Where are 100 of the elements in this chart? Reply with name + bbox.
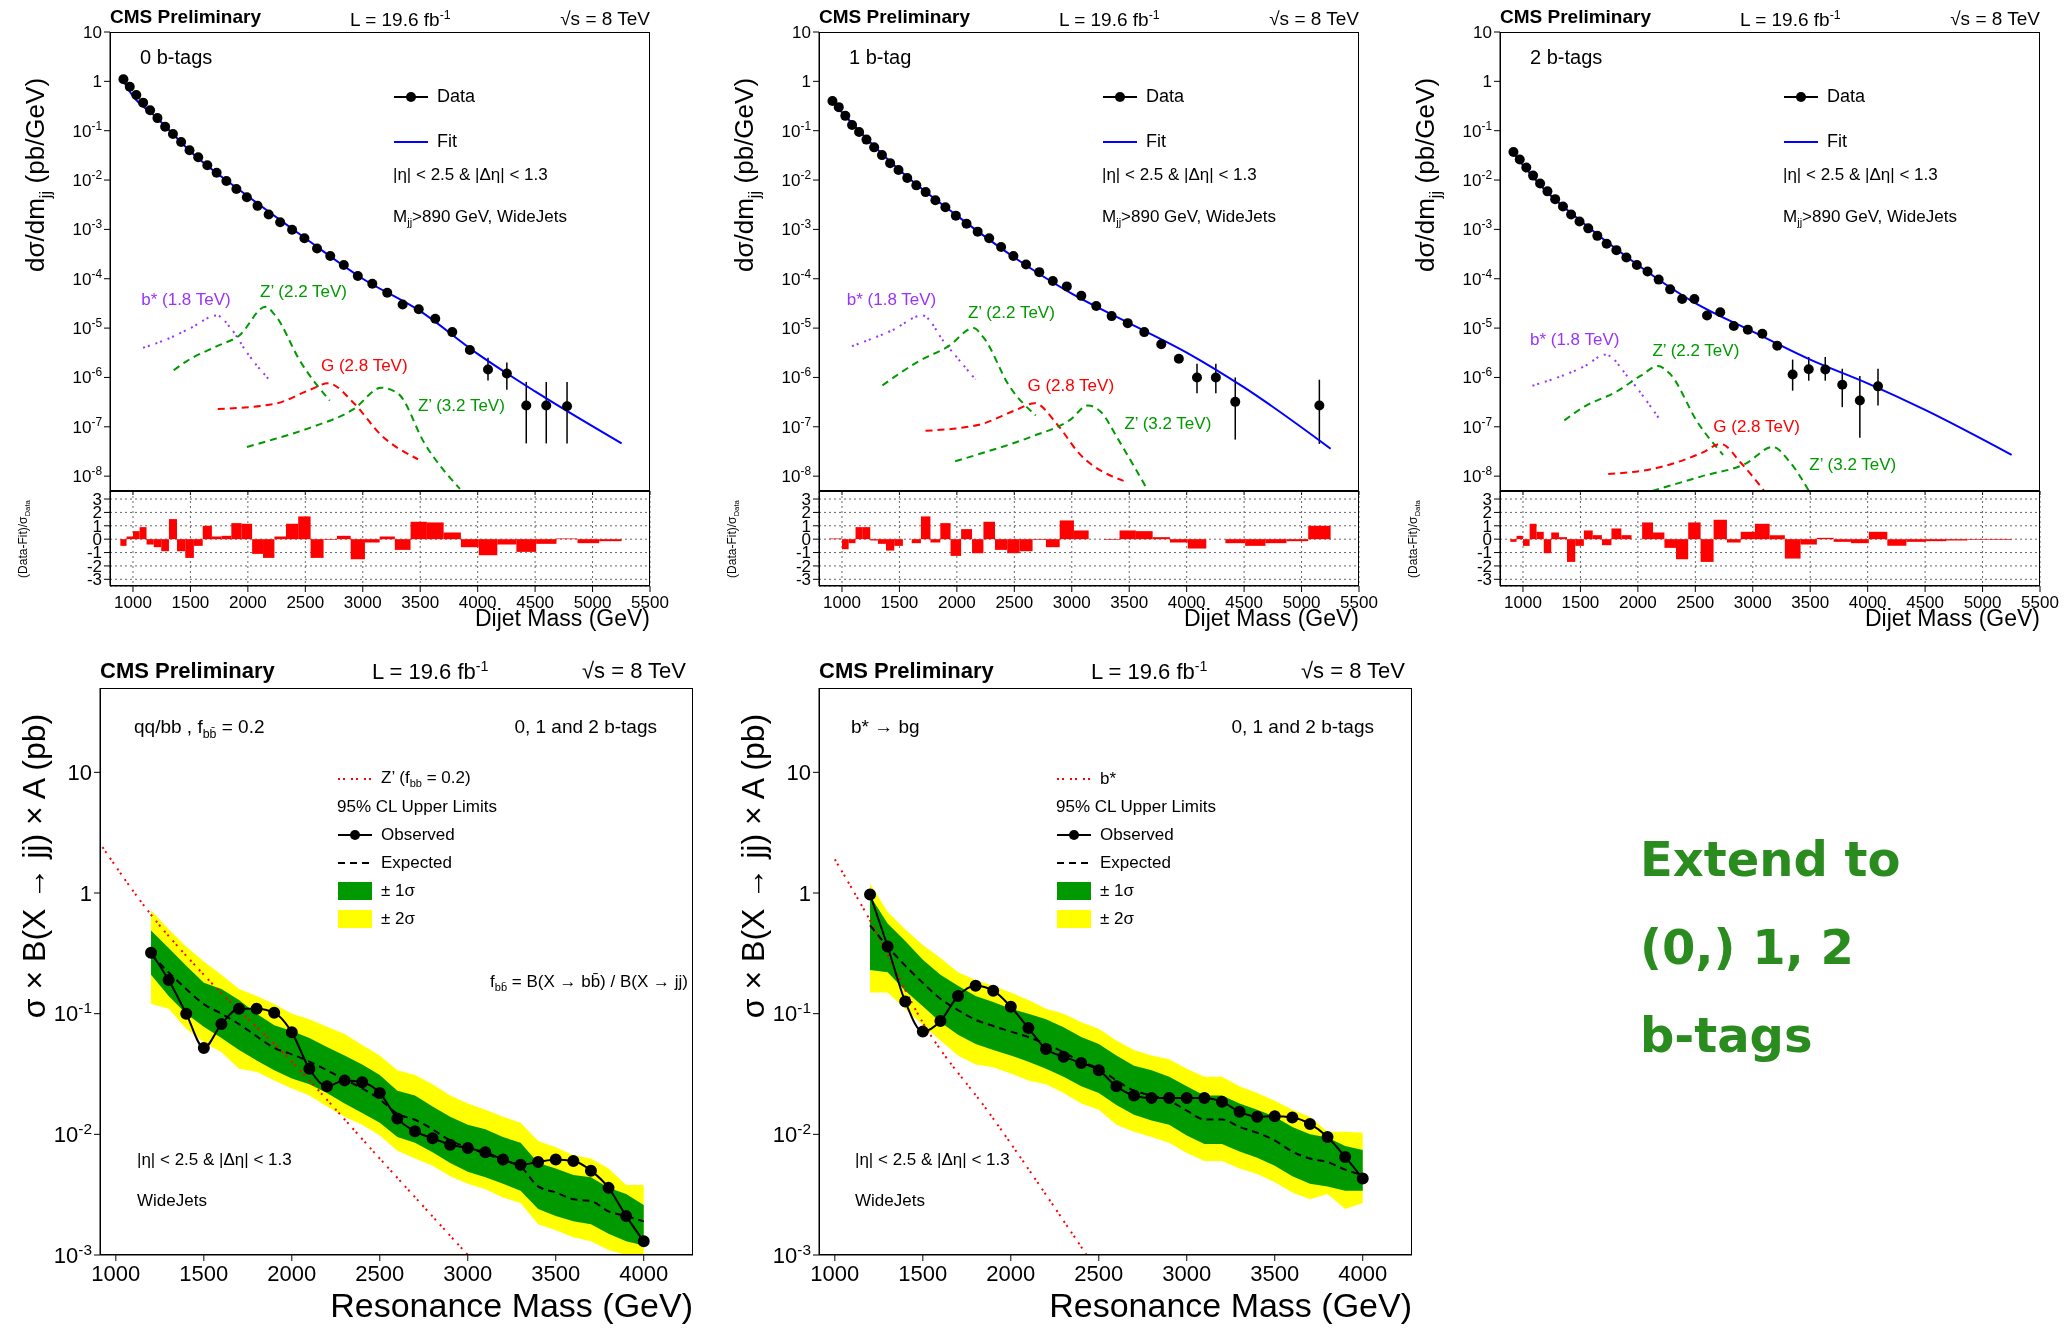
annotation: 0, 1 and 2 b-tags (514, 716, 657, 737)
y-tick-label: 10$^{-5}$ (72, 316, 103, 339)
legend-label: ± 1σ (1100, 881, 1134, 900)
x-axis-title: Resonance Mass (GeV) (1049, 1286, 1412, 1324)
y-tick-label: 10$^{-1}$ (72, 118, 103, 141)
y-tick-label: 10 (1473, 22, 1492, 42)
y-tick-label: 10$^{-5}$ (781, 316, 812, 339)
annotation: 1 b-tag (849, 46, 912, 68)
x-tick-label: 1000 (823, 592, 861, 612)
y-tick-label: 10$^{-7}$ (72, 414, 103, 437)
annotation: Z’ (2.2 TeV) (967, 303, 1055, 323)
y-tick-label: 10$^{-6}$ (781, 365, 812, 388)
annotation: G (2.8 TeV) (1713, 416, 1800, 436)
y-axis-title: σ × B(X → jj) × A (pb) (734, 713, 771, 1019)
y-axis-title: σ × B(X → jj) × A (pb) (15, 713, 52, 1019)
x-tick-label: 4000 (619, 1260, 669, 1286)
legend-title: 95% CL Upper Limits (1056, 797, 1216, 817)
y-tick-label: 10$^{-5}$ (1462, 316, 1493, 339)
x-tick-label: 4000 (1338, 1260, 1388, 1286)
y-tick-label: 10$^{-1}$ (781, 118, 812, 141)
x-tick-label: 1500 (898, 1260, 948, 1286)
annotation: Z’ (2.2 TeV) (1652, 341, 1740, 361)
y-tick-label: 10$^{-1}$ (1462, 118, 1493, 141)
y-tick-label: 10$^{-6}$ (1462, 365, 1493, 388)
x-axis-title: Resonance Mass (GeV) (330, 1286, 693, 1324)
x-tick-label: 3000 (1733, 592, 1772, 612)
x-tick-label: 2000 (267, 1260, 317, 1286)
annotation: M$_{jj}$>890 GeV, WideJets (1102, 207, 1276, 229)
y-tick-label: 10$^{-3}$ (781, 217, 812, 240)
annotation: Z’ (3.2 TeV) (1809, 454, 1897, 474)
annotation: Z’ (2.2 TeV) (260, 281, 348, 301)
x-tick-label: 3000 (343, 592, 382, 612)
x-tick-label: 3000 (1162, 1260, 1212, 1286)
legend-label: ± 2σ (1100, 909, 1134, 928)
legend-title: 95% CL Upper Limits (337, 797, 497, 817)
annotation: WideJets (137, 1191, 207, 1210)
annotation: 2 b-tags (1530, 46, 1603, 68)
text: L = 19.6 fb$^{-1}$ (350, 8, 451, 31)
x-tick-label: 2500 (355, 1260, 405, 1286)
x-tick-label: 1500 (179, 1260, 229, 1286)
chart-title: CMS Preliminary (1500, 6, 1651, 27)
y-tick-label: 10 (67, 760, 92, 786)
chart-title: CMS Preliminary (100, 658, 275, 683)
chart-title: CMS Preliminary (819, 658, 994, 683)
y-tick-label: 10$^{-2}$ (53, 1119, 92, 1148)
y-tick-label: 10 (786, 760, 811, 786)
annotation: b* → bg (851, 716, 920, 737)
y-tick-label: 10$^{-2}$ (1462, 168, 1493, 190)
x-tick-label: 2500 (995, 592, 1034, 612)
legend-label: Observed (381, 825, 455, 844)
y-tick-label: 10$^{-7}$ (1462, 414, 1493, 437)
y-tick-label: 10$^{-4}$ (72, 266, 103, 289)
legend-label: b* (1100, 769, 1117, 788)
legend-label: Fit (1146, 131, 1166, 151)
y-tick-label: 10$^{-7}$ (781, 414, 812, 437)
annotation: Z’ (3.2 TeV) (1124, 413, 1212, 433)
y-tick-label: 10 (792, 22, 811, 42)
y-tick-label: 10$^{-6}$ (72, 365, 103, 388)
x-tick-label: 2000 (937, 592, 976, 612)
annotation: WideJets (855, 1191, 925, 1210)
y-tick-label: 10$^{-4}$ (781, 266, 812, 289)
y-tick-label: 10$^{-2}$ (772, 1119, 811, 1148)
x-tick-label: 2500 (1676, 592, 1715, 612)
annotation: |η| < 2.5 & |Δη| < 1.3 (1783, 165, 1938, 184)
y-tick-label: 10$^{-1}$ (53, 998, 92, 1027)
x-tick-label: 1500 (880, 592, 919, 612)
annotation: |η| < 2.5 & |Δη| < 1.3 (855, 1150, 1010, 1169)
y-tick-label: 1 (92, 72, 102, 92)
annotation: b* (1.8 TeV) (1529, 329, 1620, 349)
y-tick-label: 1 (79, 880, 92, 906)
x-tick-label: 1000 (91, 1260, 141, 1286)
text: √s = 8 TeV (560, 8, 650, 29)
legend-label: Data (1146, 86, 1185, 106)
y-tick-label: 10$^{-2}$ (72, 168, 103, 190)
x-tick-label: 2500 (1074, 1260, 1124, 1286)
y-tick-label: 10$^{-2}$ (781, 168, 812, 190)
x-tick-label: 2000 (1618, 592, 1657, 612)
annotation: Z’ (3.2 TeV) (417, 395, 505, 415)
annotation: 0 b-tags (140, 46, 213, 68)
text: Extend to (0,) 1, 2 b-tags (1640, 831, 1901, 1063)
x-tick-label: 3500 (401, 592, 440, 612)
y-tick-label: 10$^{-3}$ (72, 217, 103, 240)
text: √s = 8 TeV (1269, 8, 1359, 29)
annotation: G (2.8 TeV) (1027, 376, 1115, 396)
y-tick-label: 1 (798, 880, 811, 906)
y-tick-label: 10$^{-8}$ (781, 464, 812, 487)
x-tick-label: 3500 (1250, 1260, 1300, 1286)
x-tick-label: 2000 (986, 1260, 1036, 1286)
text: √s = 8 TeV (581, 658, 686, 683)
annotation: b* (1.8 TeV) (141, 290, 231, 310)
x-tick-label: 1000 (810, 1260, 860, 1286)
x-tick-label: 2000 (228, 592, 267, 612)
annotation: G (2.8 TeV) (320, 356, 408, 376)
y-tick-label: 1 (1482, 72, 1492, 92)
x-tick-label: 3000 (443, 1260, 493, 1286)
x-tick-label: 3500 (531, 1260, 581, 1286)
legend-label: Expected (1100, 853, 1171, 872)
annotation: |η| < 2.5 & |Δη| < 1.3 (393, 165, 548, 184)
annotation: f$_{bb̄}$ = B(X → bb̄) / B(X → jj) (490, 972, 688, 994)
annotation: 0, 1 and 2 b-tags (1231, 716, 1374, 737)
